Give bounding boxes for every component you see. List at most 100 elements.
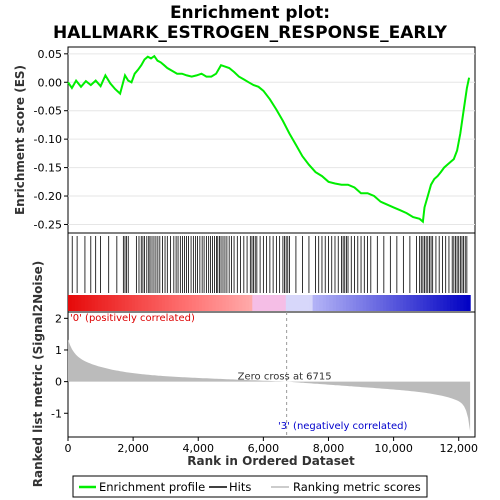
- heat-strip-segment: [389, 295, 394, 311]
- heat-strip-segment: [222, 295, 227, 311]
- heat-strip-segment: [135, 295, 139, 311]
- heat-strip-segment: [423, 295, 428, 311]
- heat-strip-segment: [84, 295, 89, 311]
- hits-panel: [67, 232, 476, 313]
- heat-strip-segment: [104, 295, 109, 311]
- es-y-axis-label: Enrichment score (ES): [13, 65, 27, 215]
- es-ytick-label: -0.20: [34, 190, 62, 203]
- heat-strip-segment: [114, 295, 119, 311]
- heat-strip-segment: [403, 295, 408, 311]
- metric-y-axis-label: Ranked list metric (Signal2Noise): [31, 261, 45, 488]
- legend-label-ranking-metric: Ranking metric scores: [293, 480, 421, 494]
- heat-strip-segment: [178, 295, 183, 311]
- heat-strip-segment: [225, 295, 230, 311]
- heat-strip-segment: [252, 295, 257, 311]
- heat-strip-segment: [315, 295, 320, 311]
- metric-ytick-label: 1: [55, 344, 62, 357]
- heat-strip-segment: [453, 295, 458, 311]
- x-axis-label: Rank in Ordered Dataset: [187, 454, 355, 468]
- heat-strip-segment: [275, 295, 280, 311]
- legend-label-hits: Hits: [229, 480, 251, 494]
- heat-strip-segment: [215, 295, 220, 311]
- heat-strip-segment: [456, 295, 461, 311]
- heat-strip-segment: [81, 295, 86, 311]
- heat-strip-segment: [336, 295, 341, 311]
- heat-strip-segment: [245, 295, 250, 311]
- es-panel-frame: [67, 46, 476, 234]
- metric-panel: 210-1 0 2,000 4,000 6,000 8,000 10,000 12,000 …: [31, 261, 478, 488]
- heat-strip-segment: [352, 295, 357, 311]
- legend-label-enrichment-profile: Enrichment profile: [99, 480, 205, 494]
- heat-strip-segment: [98, 295, 103, 311]
- heat-strip-segment: [436, 295, 441, 311]
- metric-ytick-label: 2: [55, 312, 62, 325]
- x-tick-label: 8,000: [313, 442, 345, 455]
- heat-strip-segment: [238, 295, 243, 311]
- heat-strip-segment: [356, 295, 361, 311]
- heat-strip-segment: [366, 295, 371, 311]
- heat-strip-segment: [369, 295, 374, 311]
- heat-strip-segment: [396, 295, 401, 311]
- x-tick-label: 4,000: [182, 442, 214, 455]
- heat-strip-segment: [108, 295, 113, 311]
- heat-strip-segment: [413, 295, 418, 311]
- heat-strip-segment: [433, 295, 438, 311]
- heat-strip-segment: [376, 295, 381, 311]
- heat-strip-segment: [155, 295, 160, 311]
- x-tick-label: 0: [65, 442, 72, 455]
- heat-strip-segment: [362, 295, 367, 311]
- heat-strip-segment: [91, 295, 96, 311]
- heat-strip-segment: [235, 295, 240, 311]
- heat-strip-segment: [305, 295, 310, 311]
- heat-strip-segment: [382, 295, 387, 311]
- enrichment-profile-line: [67, 54, 471, 224]
- heat-strip-segment: [426, 295, 431, 311]
- heat-strip-segment: [151, 295, 156, 311]
- heat-strip-segment: [359, 295, 364, 311]
- heat-strip-segment: [269, 295, 274, 311]
- heat-strip-segment: [282, 295, 287, 311]
- heat-strip-segment: [171, 295, 176, 311]
- heat-strip-segment: [228, 295, 233, 311]
- heat-strip-segment: [248, 295, 253, 311]
- es-ytick-label: -0.15: [34, 162, 62, 175]
- heat-strip-segment: [416, 295, 421, 311]
- heat-strip-segment: [181, 295, 186, 311]
- heat-strip-segment: [379, 295, 384, 311]
- heat-strip-segment: [262, 295, 267, 311]
- heat-strip-segment: [202, 295, 206, 311]
- heat-strip-segment: [399, 295, 404, 311]
- heat-strip-segment: [319, 295, 324, 311]
- heat-strip-segment: [188, 295, 193, 311]
- heat-strip-segment: [443, 295, 448, 311]
- heat-strip-segment: [322, 295, 327, 311]
- heat-strip-segment: [409, 295, 414, 311]
- heat-strip-segment: [145, 295, 150, 311]
- es-ytick-label: -0.25: [34, 218, 62, 231]
- metric-ytick-label: -1: [51, 407, 62, 420]
- heat-strip-segment: [121, 295, 126, 311]
- x-tick-label: 6,000: [248, 442, 280, 455]
- heat-strip-segment: [463, 295, 468, 311]
- heat-strip-segment: [332, 295, 337, 311]
- heat-strip-segment: [272, 295, 277, 311]
- heat-strip-segment: [446, 295, 451, 311]
- heat-strip-segment: [175, 295, 180, 311]
- heat-strip-segment: [78, 295, 83, 311]
- heat-strip-segment: [68, 295, 72, 311]
- es-ytick-label: -0.10: [34, 133, 62, 146]
- es-ytick-label: 0.05: [38, 48, 63, 61]
- heat-strip-segment: [165, 295, 170, 311]
- heat-strip-segment: [312, 295, 317, 311]
- heat-strip-segment: [232, 295, 237, 311]
- heat-strip-segment: [218, 295, 223, 311]
- positive-correlation-label: '0' (positively correlated): [70, 313, 195, 324]
- heat-strip-segment: [131, 295, 136, 311]
- heat-strip-segment: [205, 295, 210, 311]
- heat-strip-segment: [342, 295, 347, 311]
- heat-strip-segment: [124, 295, 129, 311]
- negative-correlation-label: '3' (negatively correlated): [278, 421, 407, 432]
- metric-ytick-label: 0: [55, 376, 62, 389]
- heat-strip-segment: [346, 295, 351, 311]
